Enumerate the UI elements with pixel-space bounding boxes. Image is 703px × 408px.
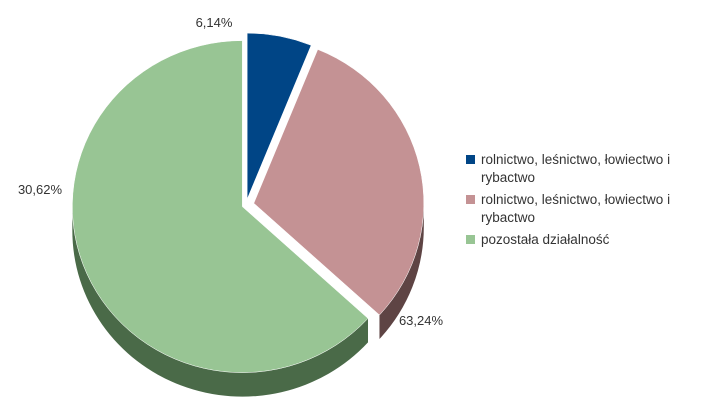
legend-swatch-3 <box>466 235 475 244</box>
legend: rolnictwo, leśnictwo, łowiectwo i rybact… <box>466 151 698 253</box>
pie-depth <box>72 203 424 397</box>
legend-swatch-1 <box>466 155 475 164</box>
pie-labels: 6,14% 30,62% 63,24% <box>18 15 444 328</box>
pie-slice-side-3 <box>72 206 369 397</box>
pie-slices <box>72 32 425 373</box>
legend-label-1: rolnictwo, leśnictwo, łowiectwo i rybact… <box>481 152 671 185</box>
legend-label-2: rolnictwo, leśnictwo, łowiectwo i rybact… <box>481 192 671 225</box>
legend-swatch-2 <box>466 195 475 204</box>
legend-item-1: rolnictwo, leśnictwo, łowiectwo i rybact… <box>466 151 698 187</box>
pie-slice-1 <box>246 32 312 200</box>
legend-item-2: rolnictwo, leśnictwo, łowiectwo i rybact… <box>466 191 698 227</box>
pie-slice-3 <box>72 40 369 373</box>
pie-slice-side-2 <box>379 203 424 340</box>
pie-slice-label-3: 63,24% <box>399 313 444 328</box>
legend-label-3: pozostała działalność <box>481 232 610 247</box>
pie-slice-label-1: 6,14% <box>196 15 233 30</box>
pie-slice-label-2: 30,62% <box>18 182 63 197</box>
pie-slice-2 <box>253 49 425 316</box>
legend-item-3: pozostała działalność <box>466 231 698 249</box>
